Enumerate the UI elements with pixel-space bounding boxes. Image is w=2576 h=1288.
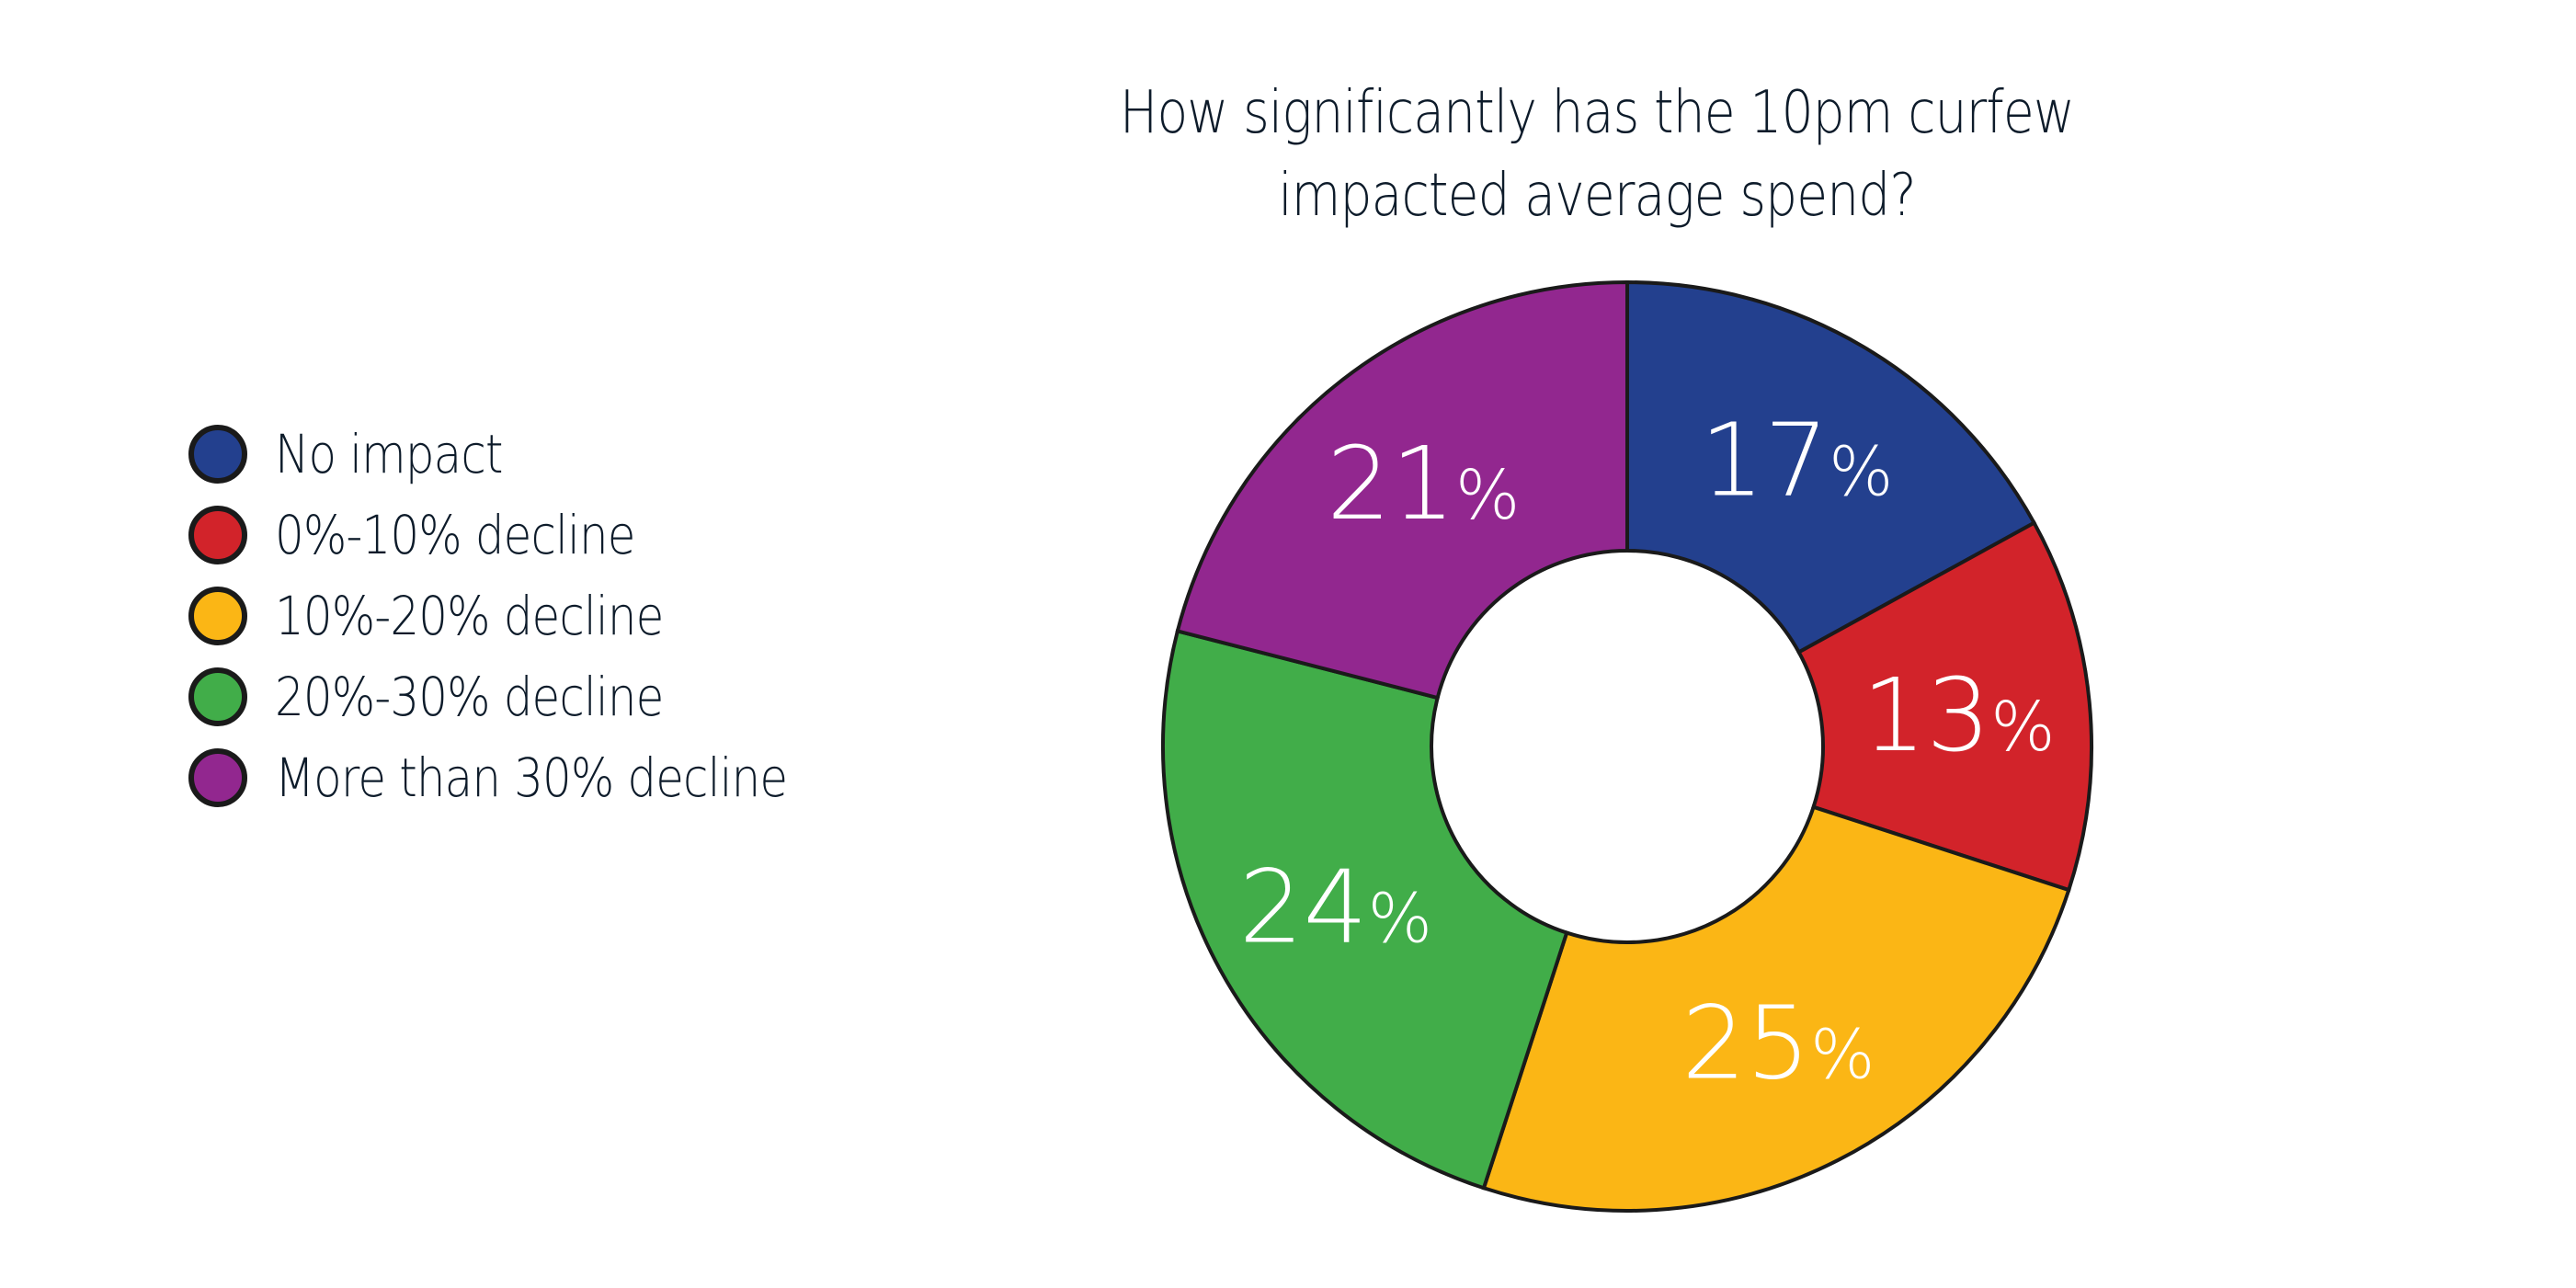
slice-data-label: 13% — [1862, 656, 2055, 774]
donut-slice-0-10-decline — [1795, 519, 2093, 893]
legend-swatch — [188, 667, 247, 726]
legend-item-more-than-30-decline: More than 30% decline — [188, 737, 871, 818]
legend-label: 10%-20% decline — [275, 585, 664, 647]
slice-data-label: 25% — [1681, 985, 1875, 1102]
legend-item-no-impact: No impact — [188, 414, 871, 495]
legend-item-0-10-decline: 0%-10% decline — [188, 495, 871, 576]
legend-swatch — [188, 748, 247, 807]
donut-slice-10-20-decline — [1481, 804, 2071, 1213]
donut-slice-20-30-decline — [1161, 628, 1569, 1191]
legend-swatch — [188, 425, 247, 484]
legend-label: 20%-30% decline — [275, 666, 664, 728]
chart-title-line-1: How significantly has the 10pm curfew — [1119, 79, 2075, 147]
donut-slice-no-impact — [1625, 279, 2037, 655]
legend-label: No impact — [275, 423, 503, 485]
slice-data-label: 17% — [1700, 401, 1893, 519]
chart-title: How significantly has the 10pm curfew im… — [1043, 72, 2150, 237]
slice-data-label: 21% — [1327, 425, 1520, 542]
legend-label: More than 30% decline — [275, 747, 788, 809]
legend-swatch — [188, 587, 247, 645]
legend: No impact 0%-10% decline 10%-20% decline… — [188, 414, 871, 818]
legend-swatch — [188, 506, 247, 564]
legend-item-20-30-decline: 20%-30% decline — [188, 656, 871, 737]
slice-data-label: 24% — [1239, 848, 1432, 965]
legend-item-10-20-decline: 10%-20% decline — [188, 576, 871, 656]
legend-label: 0%-10% decline — [275, 504, 635, 566]
chart-title-line-2: impacted average spend? — [1278, 162, 1916, 230]
donut-slice-more-than-30-decline — [1175, 279, 1629, 701]
